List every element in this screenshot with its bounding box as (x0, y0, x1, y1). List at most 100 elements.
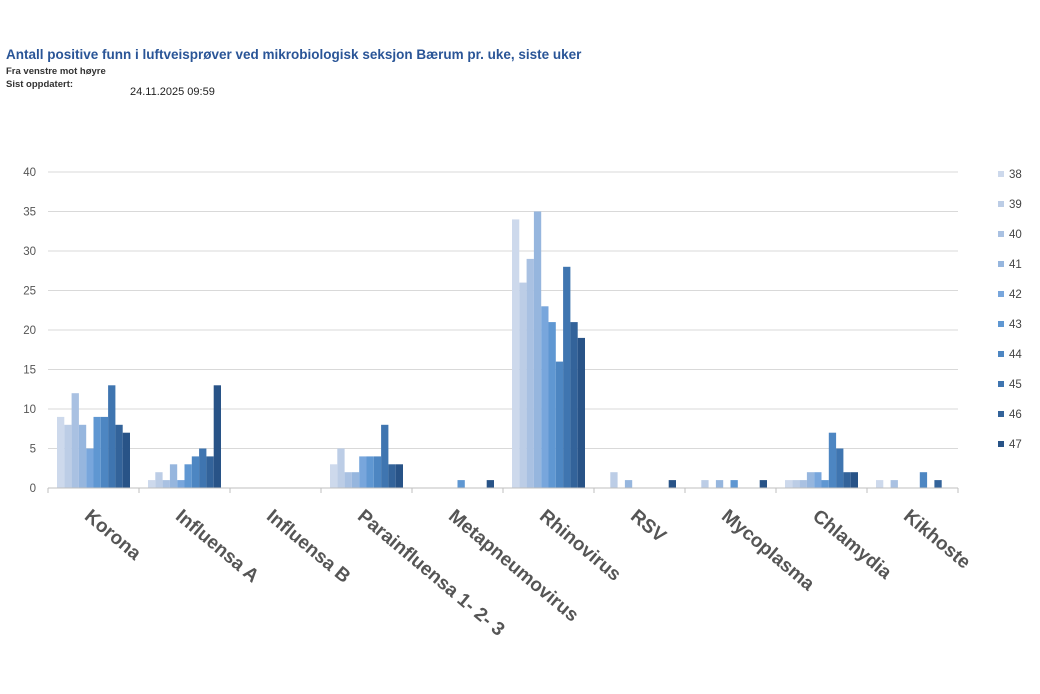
bar (668, 480, 676, 488)
category-labels: Korona Influensa A Influensa B Parainfluens… (80, 506, 974, 641)
bar (519, 282, 527, 488)
bar (148, 480, 156, 488)
bar (395, 464, 403, 488)
bar (570, 322, 578, 488)
category-label: Kikhoste (899, 506, 974, 574)
bar (850, 472, 858, 488)
bar (64, 424, 72, 488)
y-tick-label: 35 (23, 207, 36, 219)
bar (213, 385, 221, 488)
bar (533, 211, 542, 488)
legend-swatch (998, 411, 1004, 417)
legend-label: 42 (1009, 289, 1022, 301)
bar (122, 432, 130, 488)
bar (57, 416, 65, 488)
bar (843, 472, 851, 488)
bars (57, 211, 942, 488)
category-label: Korona (80, 506, 145, 565)
bar (821, 480, 829, 488)
bar (199, 448, 207, 488)
bar (169, 464, 178, 488)
updated-timestamp: 24.11.2025 09:59 (130, 86, 215, 98)
bar (115, 424, 123, 488)
bar (785, 480, 793, 488)
bar (526, 258, 534, 488)
bar (93, 416, 101, 488)
category-label: Influensa A (171, 506, 263, 588)
legend-label: 39 (1009, 199, 1022, 211)
legend-swatch (998, 231, 1004, 237)
category-label: Influensa B (262, 506, 354, 588)
category-label: Parainfluensa 1- 2- 3 (353, 506, 508, 641)
bar (330, 464, 338, 488)
bar (457, 480, 465, 488)
bar (108, 385, 116, 488)
bar (577, 337, 585, 488)
legend-label: 43 (1009, 319, 1022, 331)
y-tick-label: 0 (30, 483, 36, 495)
y-tick-label: 15 (23, 365, 36, 377)
legend-swatch (998, 261, 1004, 267)
gridlines (48, 171, 958, 449)
bar (541, 306, 549, 488)
bar (806, 472, 815, 488)
category-label: RSV (626, 506, 670, 547)
updated-label: Sist oppdatert: (6, 79, 74, 90)
y-tick-label: 30 (23, 246, 36, 258)
bar (890, 480, 898, 488)
legend-label: 45 (1009, 379, 1022, 391)
legend-label: 41 (1009, 259, 1022, 271)
bar (359, 456, 367, 488)
category-label: Mycoplasma (717, 506, 818, 596)
bar (624, 480, 633, 488)
bar (177, 480, 185, 488)
bar (373, 456, 382, 488)
bar (388, 464, 396, 488)
legend-swatch (998, 291, 1004, 297)
bar (555, 361, 564, 488)
bar (100, 416, 109, 488)
bar (78, 424, 87, 488)
legend-label: 47 (1009, 439, 1022, 451)
bar (792, 480, 800, 488)
bar (162, 480, 170, 488)
legend-label: 44 (1009, 349, 1022, 361)
bar (381, 424, 389, 488)
legend-swatch (998, 201, 1004, 207)
bar (828, 432, 837, 488)
y-tick-label: 25 (23, 286, 36, 298)
bar (86, 448, 94, 488)
x-axis (47, 487, 959, 493)
y-tick-label: 5 (30, 444, 36, 456)
bar (563, 266, 571, 488)
legend-swatch (998, 381, 1004, 387)
bar (344, 472, 352, 488)
y-axis-ticks: 0 5 10 15 20 25 30 35 40 (23, 167, 36, 495)
bar (512, 219, 520, 488)
bar (351, 472, 360, 488)
chart-title: Antall positive funn i luftveisprøver ve… (6, 47, 582, 62)
category-label: Rhinovirus (535, 506, 625, 586)
bar (610, 472, 618, 488)
bar (814, 472, 822, 488)
bar (701, 480, 709, 488)
chart-subtitle: Fra venstre mot høyre (6, 66, 106, 77)
legend-swatch (998, 441, 1004, 447)
legend-label: 40 (1009, 229, 1022, 241)
bar (715, 480, 724, 488)
legend-swatch (998, 351, 1004, 357)
category-label: Chlamydia (808, 506, 895, 584)
bar (191, 456, 200, 488)
y-tick-label: 20 (23, 325, 36, 337)
y-tick-label: 10 (23, 404, 36, 416)
bar (206, 456, 214, 488)
bar (919, 472, 928, 488)
bar (155, 472, 163, 488)
bar (934, 480, 942, 488)
bar (184, 464, 192, 488)
legend-label: 46 (1009, 409, 1022, 421)
y-tick-label: 40 (23, 167, 36, 179)
legend-swatch (998, 321, 1004, 327)
legend[interactable]: 38 39 40 41 42 43 44 45 46 47 (998, 169, 1022, 451)
